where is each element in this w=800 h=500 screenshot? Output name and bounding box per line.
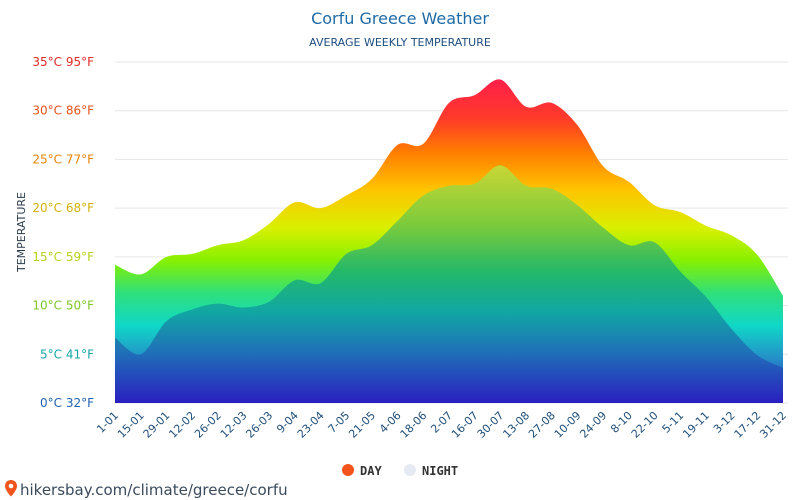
series-night-area [115,165,783,403]
x-tick-label: 15-01 [115,409,147,441]
legend-label-day: DAY [360,464,382,478]
y-tick-label: 0°C 32°F [40,396,94,410]
y-tick-label: 10°C 50°F [32,299,94,313]
x-tick-label: 27-08 [526,409,558,441]
legend-marker-day [342,464,354,476]
y-tick-label: 25°C 77°F [32,152,94,166]
x-tick-label: 12-03 [218,409,250,441]
y-tick-label: 30°C 86°F [32,104,94,118]
x-tick-label: 19-11 [680,409,712,441]
map-pin-icon [5,480,17,497]
x-tick-label: 26-03 [243,409,275,441]
x-tick-label: 31-12 [757,409,789,441]
x-tick-label: 18-06 [398,409,430,441]
chart-subtitle: AVERAGE WEEKLY TEMPERATURE [309,36,491,49]
legend-item-day[interactable]: DAY [342,464,382,478]
x-tick-label: 16-07 [449,409,481,441]
x-tick-label: 23-04 [295,409,327,441]
x-tick-label: 24-09 [577,409,609,441]
x-tick-label: 12-02 [166,409,198,441]
x-tick-label: 21-05 [346,409,378,441]
x-tick-label: 26-02 [192,409,224,441]
footer-text: hikersbay.com/climate/greece/corfu [20,481,288,499]
x-tick-label: 13-08 [500,409,532,441]
x-tick-label: 30-07 [475,409,507,441]
x-tick-label: 17-12 [732,409,764,441]
chart-title: Corfu Greece Weather [311,9,489,28]
y-axis-title: TEMPERATURE [15,192,28,273]
y-tick-label: 20°C 68°F [32,201,94,215]
x-axis-ticks: 1-0115-0129-0112-0226-0212-0326-039-0423… [94,409,789,441]
legend-item-night[interactable]: NIGHT [404,464,458,478]
legend: DAY NIGHT [342,464,458,478]
legend-label-night: NIGHT [422,464,458,478]
x-tick-label: 29-01 [141,409,173,441]
legend-marker-night [404,464,416,476]
x-tick-label: 22-10 [629,409,661,441]
footer-link[interactable]: hikersbay.com/climate/greece/corfu [5,480,288,499]
y-axis-ticks: 0°C 32°F 5°C 41°F 10°C 50°F 15°C 59°F 20°C 6… [32,55,94,410]
y-tick-label: 35°C 95°F [32,55,94,69]
x-tick-label: 10-09 [552,409,584,441]
y-tick-label: 15°C 59°F [32,250,94,264]
y-tick-label: 5°C 41°F [40,347,94,361]
